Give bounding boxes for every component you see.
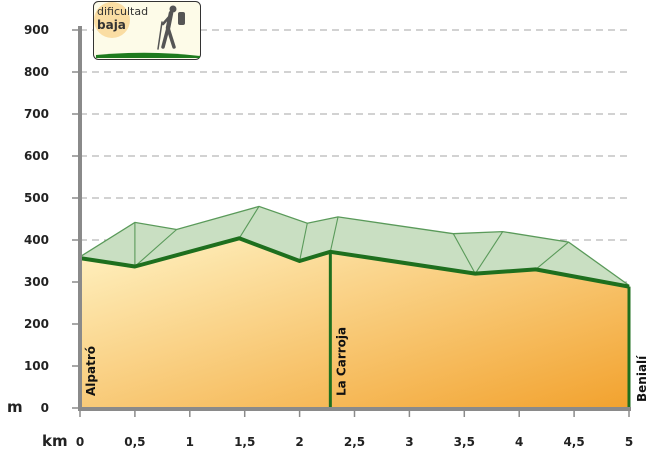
place-label-2: Benialí <box>635 355 648 402</box>
relief-facet-7 <box>474 231 504 274</box>
profile-area-fill <box>80 238 629 408</box>
relief-facet-3 <box>238 206 260 239</box>
y-tick-label-500: 500 <box>24 191 49 205</box>
x-tick-label-5: 5 <box>625 435 633 449</box>
relief-facet-2 <box>134 229 177 267</box>
tick-labels: 0 100 200 300 400 500 600 700 800 900 0 0,5 1 1,5 2 2,5… <box>24 23 633 449</box>
place-markers: Alpatró La Carroja Benialí <box>78 251 648 408</box>
hiker-icon <box>157 5 185 50</box>
sun-glow <box>94 2 130 38</box>
place-label-0: Alpatró <box>84 346 98 396</box>
x-tick-label-0: 0 <box>76 435 84 449</box>
difficulty-badge: dificultad baja <box>93 1 201 60</box>
y-tick-label-900: 900 <box>24 23 49 37</box>
y-tick-label-0: 0 <box>41 401 49 415</box>
y-tick-label-600: 600 <box>24 149 49 163</box>
badge-line1: dificultad <box>97 5 148 18</box>
relief-band <box>80 206 629 287</box>
relief-layer <box>79 205 630 287</box>
x-tick-label-2,5: 2,5 <box>344 435 365 449</box>
x-tick-label-1,5: 1,5 <box>234 435 255 449</box>
x-unit-label: km <box>42 432 68 450</box>
x-tick-label-3,5: 3,5 <box>454 435 475 449</box>
y-tick-label-300: 300 <box>24 275 49 289</box>
relief-facet-4 <box>299 223 308 262</box>
badge-ground <box>96 52 200 58</box>
profile-line <box>79 236 630 289</box>
x-tick-label-4: 4 <box>515 435 523 449</box>
y-tick-label-700: 700 <box>24 107 49 121</box>
x-tick-label-2: 2 <box>295 435 303 449</box>
badge-line2: baja <box>97 18 126 32</box>
relief-facet-8 <box>535 241 569 270</box>
relief-ridge-line <box>79 205 630 286</box>
relief-facet-6 <box>452 233 476 274</box>
y-tick-label-100: 100 <box>24 359 49 373</box>
place-label-1: La Carroja <box>334 327 348 396</box>
y-tick-label-400: 400 <box>24 233 49 247</box>
x-tick-label-4,5: 4,5 <box>563 435 584 449</box>
y-tick-label-800: 800 <box>24 65 49 79</box>
x-tick-label-3: 3 <box>405 435 413 449</box>
y-unit-label: m <box>7 398 23 416</box>
profile-area <box>80 238 629 408</box>
relief-facet-5 <box>329 216 339 252</box>
y-tick-label-200: 200 <box>24 317 49 331</box>
x-tick-label-1: 1 <box>186 435 194 449</box>
x-tick-label-0,5: 0,5 <box>124 435 145 449</box>
